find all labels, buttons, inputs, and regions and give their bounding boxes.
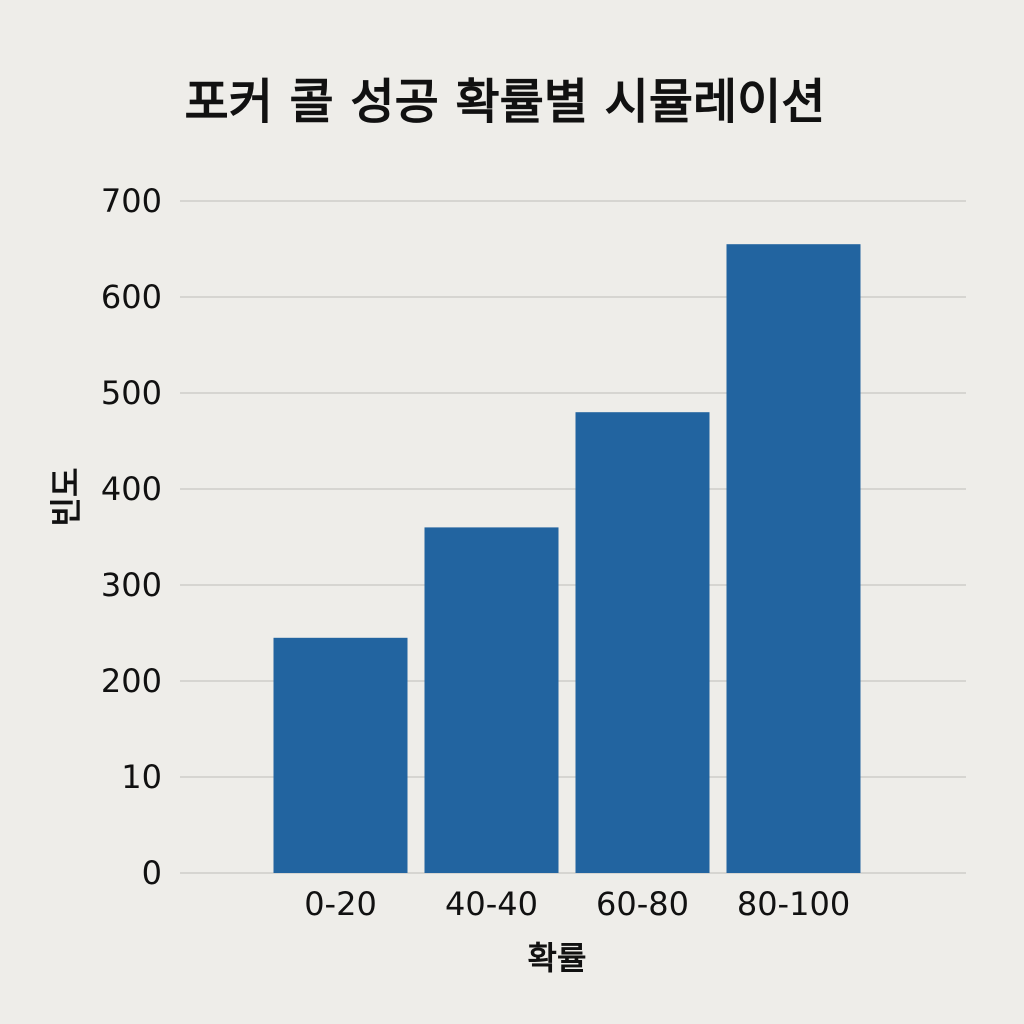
chart-title: 포커 콜 성공 확률별 시뮬레이션 bbox=[185, 74, 826, 130]
y-tick-label: 300 bbox=[101, 566, 162, 604]
y-tick-label: 600 bbox=[101, 278, 162, 316]
y-tick-label: 700 bbox=[101, 182, 162, 220]
x-tick-label: 40-40 bbox=[445, 885, 538, 923]
y-tick-label: 10 bbox=[121, 758, 162, 796]
y-tick-label: 0 bbox=[142, 854, 162, 892]
bar bbox=[273, 637, 408, 873]
y-tick-label: 400 bbox=[101, 470, 162, 508]
x-tick-label: 60-80 bbox=[596, 885, 689, 923]
x-axis-label: 확률 bbox=[528, 939, 587, 977]
y-tick-label: 200 bbox=[101, 662, 162, 700]
y-axis-label: 빈도 bbox=[47, 468, 85, 527]
bar bbox=[575, 412, 710, 873]
bar bbox=[726, 244, 861, 873]
bar bbox=[424, 527, 559, 873]
x-tick-label: 0-20 bbox=[304, 885, 377, 923]
y-tick-label: 500 bbox=[101, 374, 162, 412]
x-tick-label: 80-100 bbox=[737, 885, 850, 923]
